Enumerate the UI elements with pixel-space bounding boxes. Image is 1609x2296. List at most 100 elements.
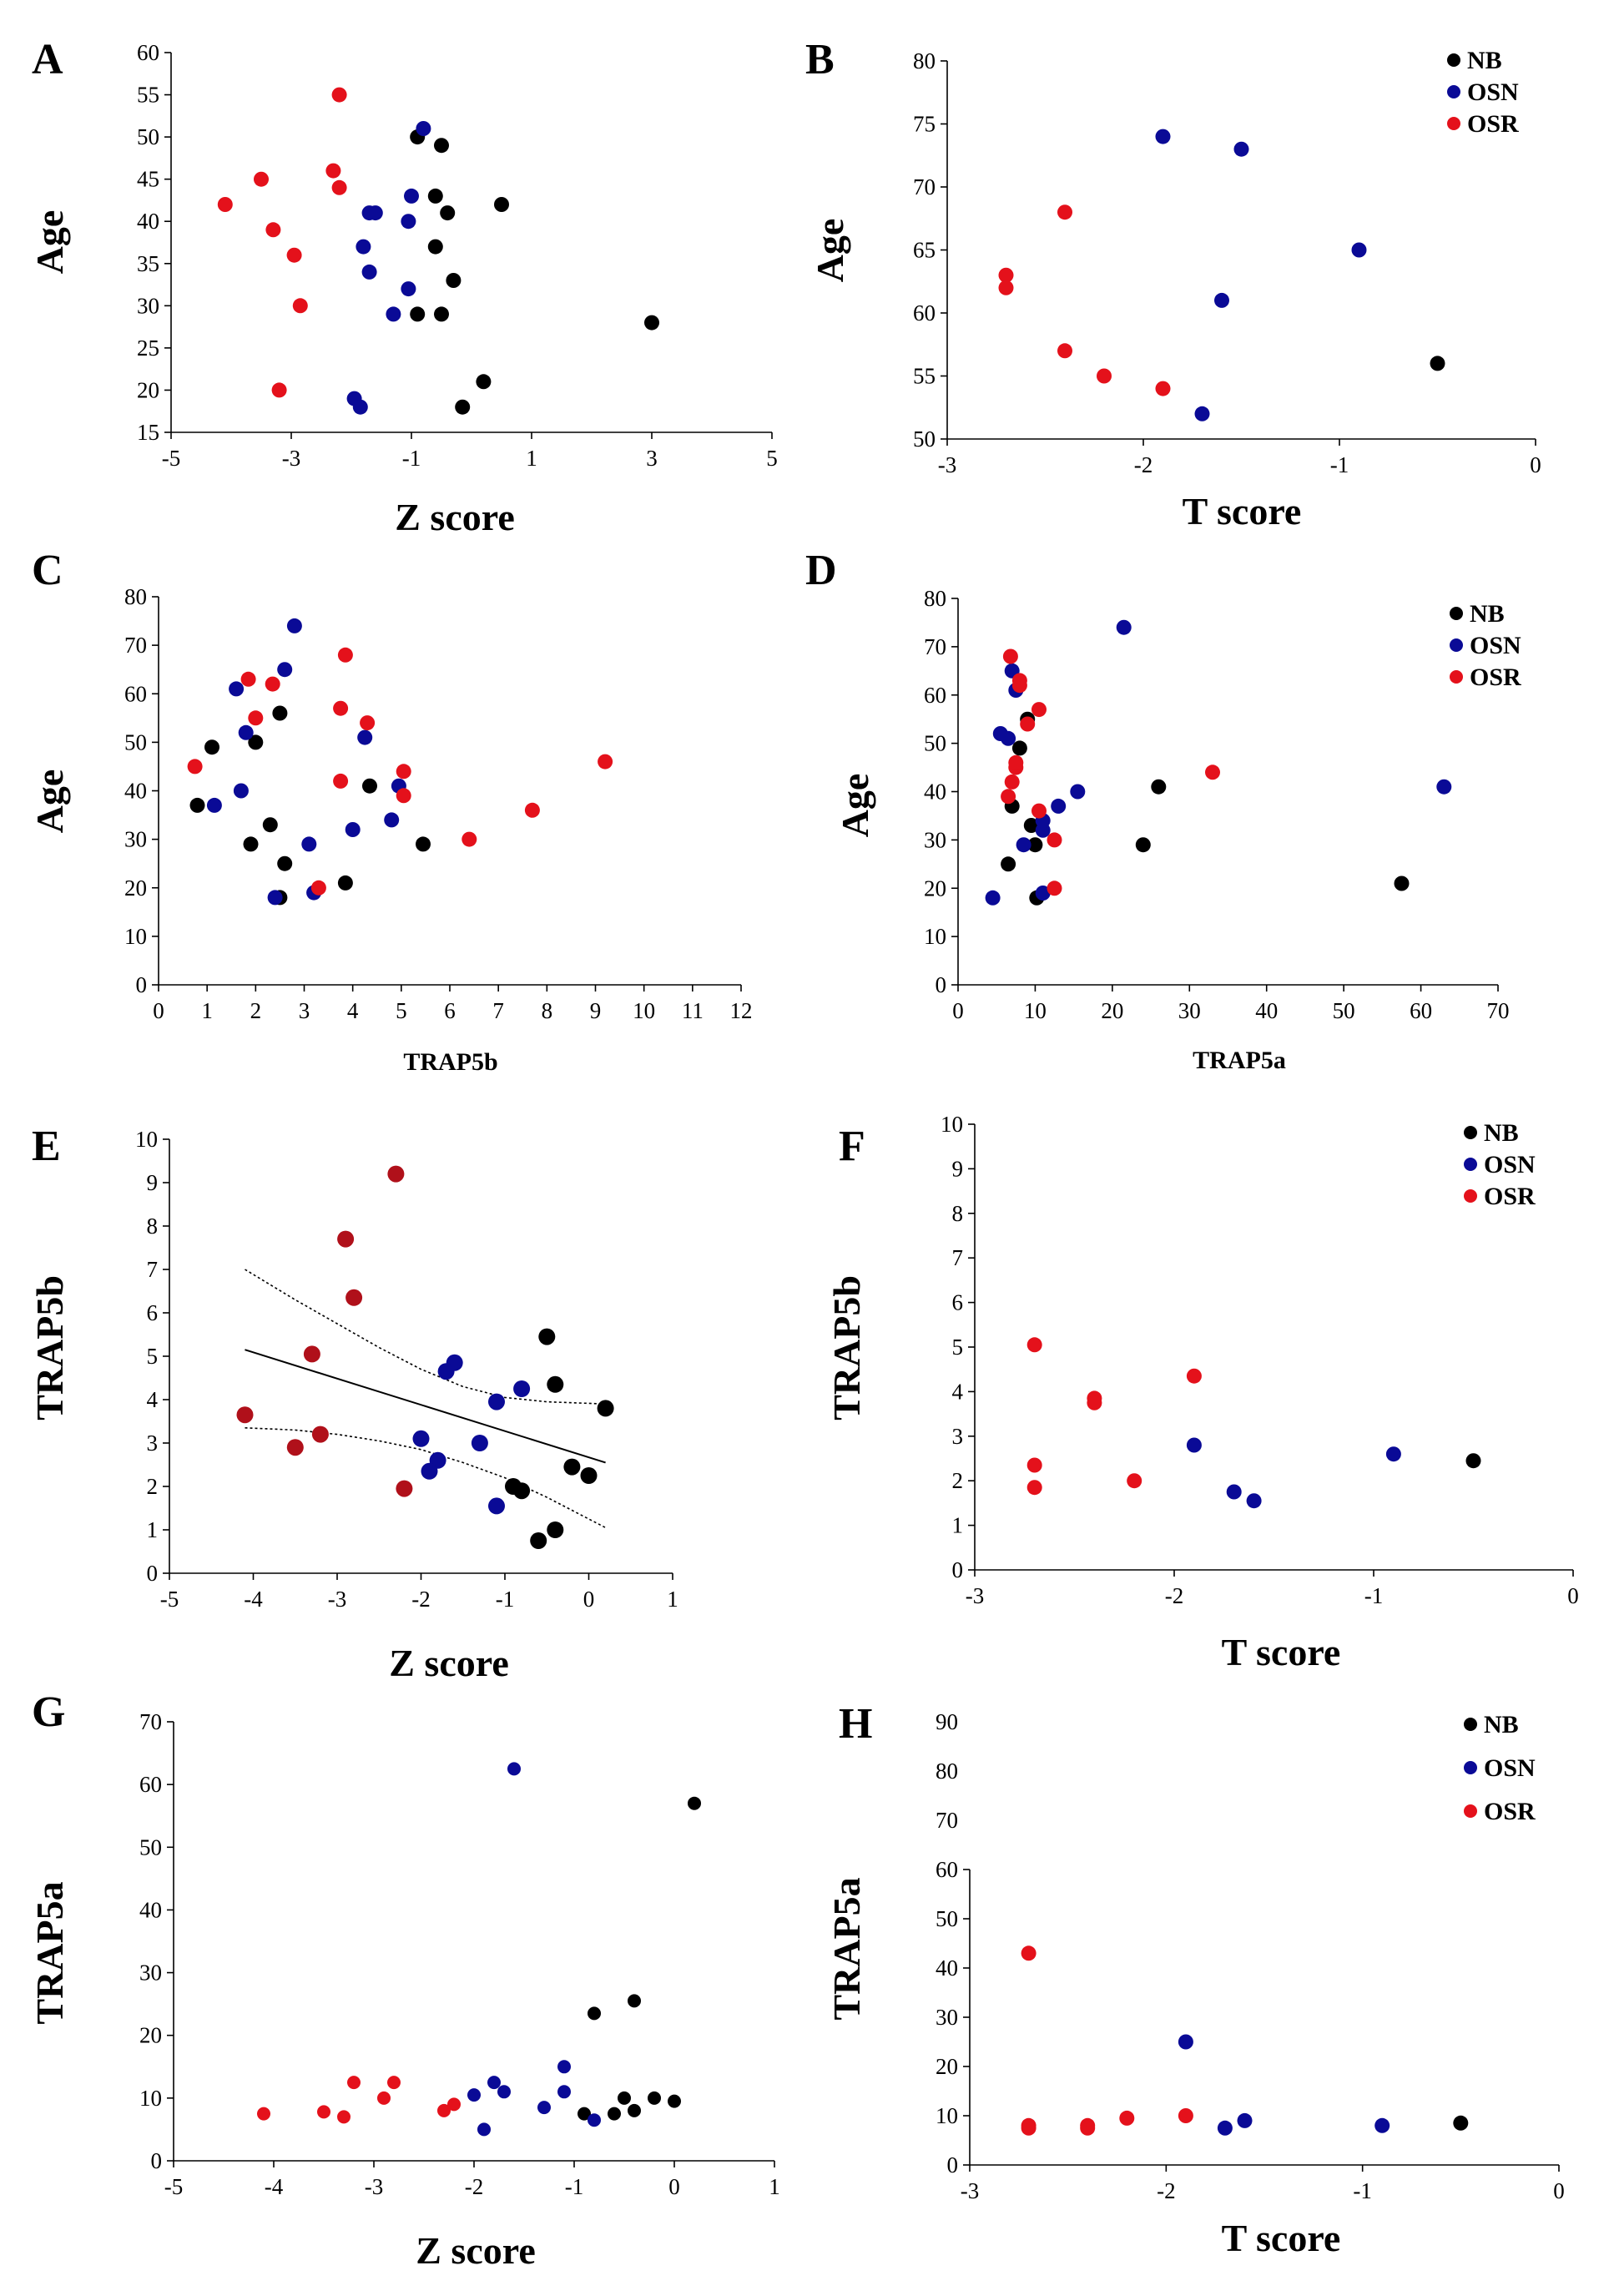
point-osr <box>346 1289 363 1306</box>
point-osn <box>467 2088 481 2102</box>
point-osn <box>1035 886 1051 901</box>
legend-marker-osn <box>1447 85 1460 98</box>
x-tick-label: -3 <box>328 1587 347 1612</box>
point-osn <box>401 214 416 230</box>
point-nb <box>262 817 278 833</box>
point-nb <box>440 205 456 221</box>
y-tick-label: 65 <box>913 238 936 263</box>
point-osr <box>998 267 1014 283</box>
y-tick-label: 2 <box>147 1474 159 1499</box>
point-osr <box>303 1345 320 1363</box>
x-tick-label: -1 <box>496 1587 515 1612</box>
point-osn <box>1214 292 1229 308</box>
legend-label-osn: OSN <box>1484 1151 1536 1178</box>
point-osr <box>337 647 353 663</box>
point-nb <box>1151 779 1167 795</box>
y-tick-label: 80 <box>124 584 147 609</box>
y-tick-label: 10 <box>924 924 946 949</box>
y-axis-label: Age <box>809 219 851 283</box>
y-tick-label: 60 <box>137 40 159 65</box>
x-tick-label: 11 <box>682 998 704 1023</box>
point-osr <box>1031 803 1047 819</box>
x-tick-label: 0 <box>1567 1583 1579 1608</box>
legend-label-osr: OSR <box>1470 664 1521 691</box>
point-osr <box>236 1406 254 1424</box>
point-osr <box>1178 2108 1193 2123</box>
point-nb <box>547 1375 564 1393</box>
point-osn <box>277 662 293 678</box>
point-osn <box>1237 2112 1253 2128</box>
point-osr <box>598 754 613 770</box>
x-tick-label: 5 <box>766 446 778 471</box>
point-osr <box>1002 648 1018 664</box>
y-tick-label: 40 <box>924 780 946 805</box>
point-nb <box>272 705 288 721</box>
point-osr <box>387 2076 401 2090</box>
point-osn <box>1016 837 1031 853</box>
point-nb <box>530 1532 547 1549</box>
panel-letter: H <box>839 1700 872 1748</box>
y-tick-label: 9 <box>952 1156 964 1181</box>
point-nb <box>1135 837 1151 853</box>
y-tick-label: 0 <box>952 1557 964 1582</box>
y-tick-label: 70 <box>913 174 936 199</box>
x-tick-label: 12 <box>730 998 753 1023</box>
y-tick-label: 8 <box>147 1214 159 1239</box>
x-tick-label: 1 <box>201 998 213 1023</box>
x-tick-label: -3 <box>966 1583 985 1608</box>
panel-letter: A <box>32 36 63 83</box>
point-nb <box>538 1328 556 1345</box>
y-tick-label: 70 <box>139 1709 162 1734</box>
y-tick-label: 0 <box>147 1561 159 1586</box>
point-osn <box>384 812 400 828</box>
point-osr <box>1057 343 1072 359</box>
legend-label-nb: NB <box>1484 1119 1519 1147</box>
point-osr <box>265 222 281 238</box>
legend-label-osr: OSR <box>1467 110 1519 138</box>
point-osn <box>557 2060 571 2074</box>
point-nb <box>1011 740 1027 756</box>
point-osn <box>488 1497 505 1515</box>
panel-c: C0 1 2 3 4 5 6 7 8 9 10 11 1201020304050607080TRAP5b… <box>28 547 753 1076</box>
x-tick-label: 20 <box>1101 998 1123 1023</box>
x-axis-label: Z score <box>389 1642 509 1684</box>
point-osr <box>396 764 411 780</box>
point-nb <box>455 399 471 415</box>
point-osn <box>412 1430 430 1447</box>
point-nb <box>410 306 426 322</box>
x-tick-label: -1 <box>1364 1583 1384 1608</box>
y-tick-label: 50 <box>936 1906 958 1931</box>
point-osn <box>1226 1484 1242 1500</box>
point-osr <box>347 2076 361 2090</box>
point-nb <box>1465 1453 1481 1469</box>
x-tick-label: 0 <box>1553 2178 1565 2203</box>
legend-marker-nb <box>1464 1126 1477 1139</box>
y-tick-label: 0 <box>936 972 947 997</box>
regression-line <box>245 1349 606 1464</box>
x-tick-label: 5 <box>396 998 407 1023</box>
point-osn <box>1178 2034 1193 2050</box>
point-nb <box>427 188 443 204</box>
confidence-band-lower <box>245 1427 606 1529</box>
point-osn <box>985 890 1001 906</box>
point-osn <box>301 836 317 852</box>
y-tick-label: 20 <box>924 876 946 901</box>
y-tick-label: 20 <box>936 2054 958 2079</box>
panel-letter: D <box>805 547 837 594</box>
point-osr <box>271 382 287 398</box>
point-nb <box>362 778 377 794</box>
x-tick-label: -2 <box>465 2174 484 2199</box>
x-tick-label: 40 <box>1255 998 1278 1023</box>
point-osr <box>1021 1945 1037 1961</box>
x-tick-label: 3 <box>646 446 658 471</box>
y-tick-label: 5 <box>952 1335 964 1360</box>
y-tick-label: 9 <box>147 1170 159 1195</box>
point-osr <box>1047 832 1062 848</box>
x-axis-label: Z score <box>395 496 515 538</box>
point-osn <box>488 1393 505 1410</box>
y-tick-label: 35 <box>137 251 159 276</box>
point-nb <box>618 2091 631 2105</box>
point-osn <box>404 188 419 204</box>
point-nb <box>1027 837 1043 853</box>
